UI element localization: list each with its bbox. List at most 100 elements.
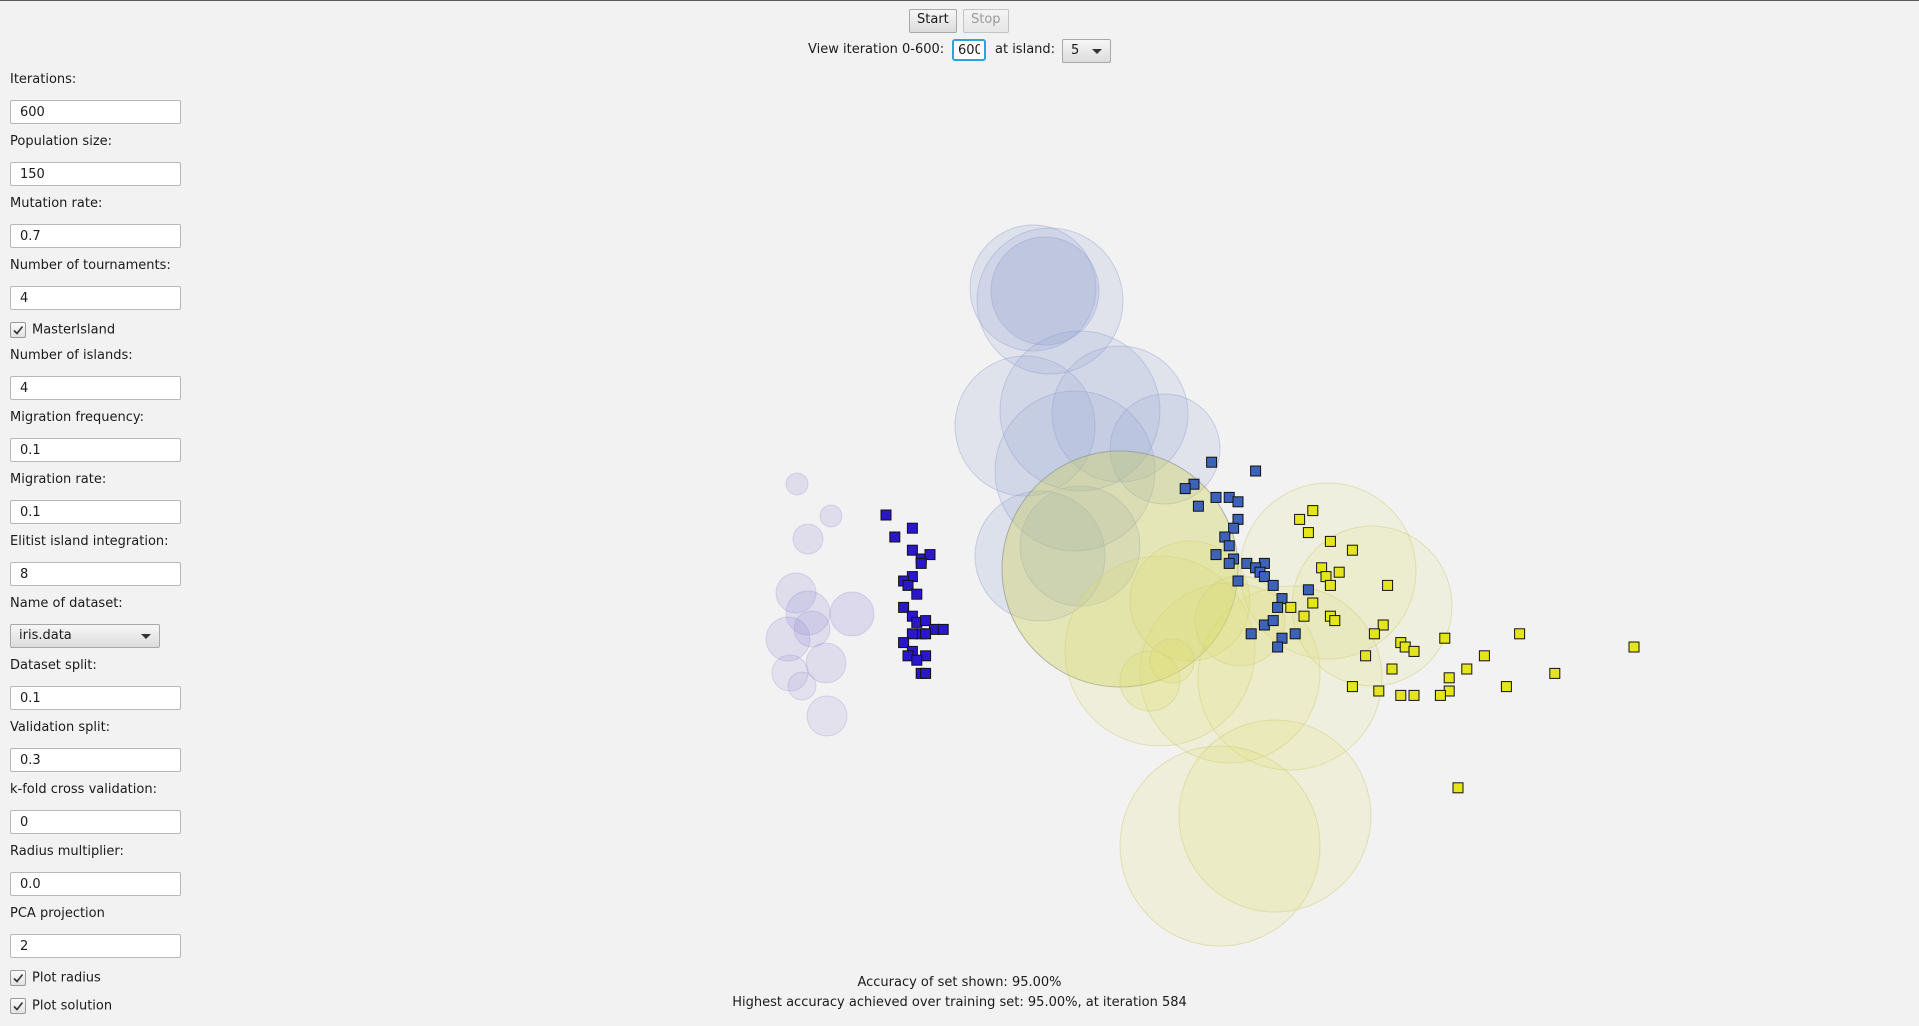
data-point-yellow xyxy=(1302,527,1314,539)
data-point-blue xyxy=(1223,540,1235,552)
dataset-select[interactable]: iris.data xyxy=(10,624,160,648)
data-point-violet xyxy=(911,654,923,666)
tournaments-input[interactable] xyxy=(10,286,181,310)
data-point-blue xyxy=(1210,549,1222,561)
kfold-input[interactable] xyxy=(10,810,181,834)
data-point-violet xyxy=(920,615,932,627)
plot-solution-label: Plot solution xyxy=(32,998,113,1014)
chevron-down-icon xyxy=(141,634,151,639)
data-point-blue xyxy=(1272,601,1284,613)
migration-frequency-input[interactable] xyxy=(10,438,181,462)
data-point-yellow xyxy=(1382,579,1394,591)
data-point-yellow xyxy=(1478,650,1490,662)
master-island-label: MasterIsland xyxy=(32,322,116,338)
elitist-integration-label: Elitist island integration: xyxy=(10,534,169,549)
data-point-yellow xyxy=(1452,782,1464,794)
data-point-violet xyxy=(937,623,949,635)
radius-multiplier-input[interactable] xyxy=(10,872,181,896)
data-point-yellow xyxy=(1307,597,1319,609)
iterations-label: Iterations: xyxy=(10,72,77,87)
data-point-yellow xyxy=(1408,689,1420,701)
data-point-violet xyxy=(911,588,923,600)
accuracy-shown-text: Accuracy of set shown: 95.00% xyxy=(857,975,1062,990)
data-point-violet xyxy=(902,579,914,591)
data-point-yellow xyxy=(1298,610,1310,622)
validation-split-label: Validation split: xyxy=(10,720,111,735)
chevron-down-icon xyxy=(1092,49,1102,54)
data-points xyxy=(880,456,1640,794)
pca-projection-input[interactable] xyxy=(10,934,181,958)
checkbox-box xyxy=(10,322,26,338)
mutation-rate-label: Mutation rate: xyxy=(10,196,103,211)
population-size-input[interactable] xyxy=(10,162,181,186)
plot-radius-checkbox[interactable]: Plot radius xyxy=(10,970,101,988)
check-icon xyxy=(13,326,24,335)
migration-frequency-label: Migration frequency: xyxy=(10,410,145,425)
data-point-violet xyxy=(889,531,901,543)
elitist-integration-input[interactable] xyxy=(10,562,181,586)
data-point-yellow xyxy=(1373,685,1385,697)
iteration-input[interactable] xyxy=(952,39,986,61)
data-point-blue xyxy=(1206,456,1218,468)
radius-multiplier-label: Radius multiplier: xyxy=(10,844,124,859)
at-island-label: at island: xyxy=(995,42,1056,57)
toolbar: Start Stop xyxy=(0,9,1919,33)
island-select-value: 5 xyxy=(1071,43,1080,58)
data-point-blue xyxy=(1210,491,1222,503)
data-point-yellow xyxy=(1443,672,1455,684)
data-point-yellow xyxy=(1368,628,1380,640)
data-point-yellow xyxy=(1324,579,1336,591)
data-point-blue xyxy=(1228,522,1240,534)
data-point-blue xyxy=(1289,628,1301,640)
data-point-yellow xyxy=(1377,619,1389,631)
data-point-violet xyxy=(920,628,932,640)
data-point-blue xyxy=(1192,500,1204,512)
validation-split-input[interactable] xyxy=(10,748,181,772)
data-point-yellow xyxy=(1333,566,1345,578)
iteration-row: View iteration 0-600: at island: 5 xyxy=(0,39,1919,65)
checkbox-box xyxy=(10,998,26,1014)
data-point-violet xyxy=(915,557,927,569)
data-point-yellow xyxy=(1386,663,1398,675)
migration-rate-input[interactable] xyxy=(10,500,181,524)
data-point-blue xyxy=(1250,465,1262,477)
data-point-blue xyxy=(1258,571,1270,583)
data-point-yellow xyxy=(1434,689,1446,701)
data-point-blue xyxy=(1267,579,1279,591)
data-point-violet xyxy=(924,549,936,561)
data-point-blue xyxy=(1232,575,1244,587)
data-point-yellow xyxy=(1360,650,1372,662)
master-island-checkbox[interactable]: MasterIsland xyxy=(10,322,115,340)
data-point-yellow xyxy=(1285,601,1297,613)
pca-projection-label: PCA projection xyxy=(10,906,105,921)
data-point-blue xyxy=(1179,483,1191,495)
migration-rate-label: Migration rate: xyxy=(10,472,107,487)
kfold-label: k-fold cross validation: xyxy=(10,782,157,797)
iterations-input[interactable] xyxy=(10,100,181,124)
islands-input[interactable] xyxy=(10,376,181,400)
data-point-blue xyxy=(1245,628,1257,640)
data-point-yellow xyxy=(1294,513,1306,525)
data-point-yellow xyxy=(1549,667,1561,679)
islands-label: Number of islands: xyxy=(10,348,133,363)
mutation-rate-input[interactable] xyxy=(10,224,181,248)
data-point-violet xyxy=(898,601,910,613)
plot-solution-checkbox[interactable]: Plot solution xyxy=(10,998,112,1016)
data-point-yellow xyxy=(1514,628,1526,640)
data-point-yellow xyxy=(1346,544,1358,556)
dataset-name-label: Name of dataset: xyxy=(10,596,123,611)
data-point-violet xyxy=(906,628,918,640)
data-point-blue xyxy=(1232,496,1244,508)
dataset-split-input[interactable] xyxy=(10,686,181,710)
stop-button[interactable]: Stop xyxy=(963,9,1009,33)
data-point-yellow xyxy=(1329,615,1341,627)
data-point-yellow xyxy=(1395,689,1407,701)
island-select[interactable]: 5 xyxy=(1062,39,1111,63)
data-point-yellow xyxy=(1461,663,1473,675)
start-button[interactable]: Start xyxy=(909,9,957,33)
plot-radius-label: Plot radius xyxy=(32,970,101,986)
data-point-blue xyxy=(1302,584,1314,596)
check-icon xyxy=(13,1002,24,1011)
data-point-yellow xyxy=(1324,535,1336,547)
